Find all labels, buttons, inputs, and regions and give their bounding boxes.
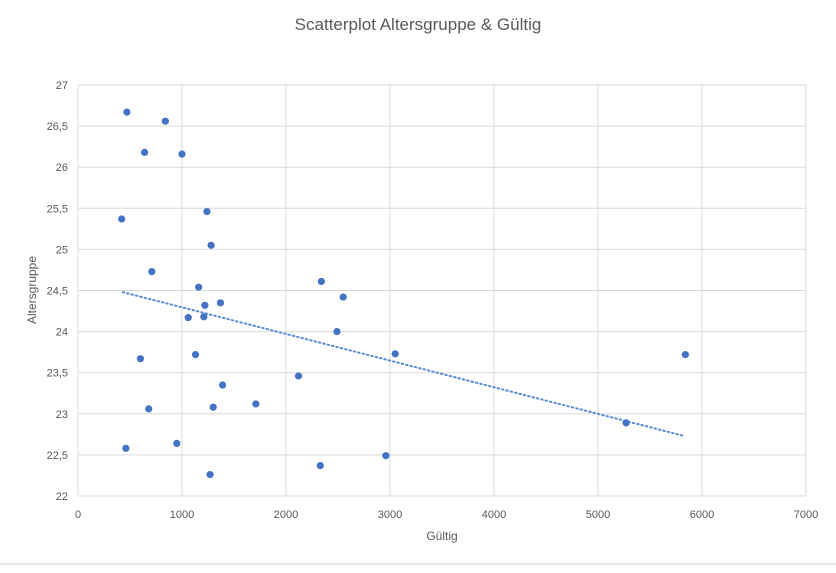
x-tick-label: 6000 [690,509,714,521]
data-point [195,283,203,291]
grid-layer [77,84,807,497]
x-tick-label: 7000 [794,509,818,521]
data-point [203,207,211,216]
data-point [145,405,153,413]
data-point [316,461,324,470]
y-tick-label: 27 [56,80,68,92]
data-point [136,355,144,363]
y-tick-label: 25 [56,244,68,256]
data-point [333,328,341,336]
y-tick-label: 23,5 [47,368,68,380]
data-point [201,301,209,309]
chart-title: Scatterplot Altersgruppe & Gültig [295,15,542,34]
y-tick-label: 25,5 [47,203,68,215]
data-point [122,444,130,452]
y-tick-label: 22 [56,491,68,503]
data-points [118,108,689,479]
trendline [121,291,686,437]
y-tick-label: 23 [56,409,68,421]
data-point [622,419,630,427]
data-point [161,117,169,125]
data-point [191,351,200,359]
data-point [123,108,131,116]
data-point [391,350,399,358]
trendline-layer [121,291,686,437]
y-tick-label: 26 [56,162,68,174]
data-point [173,439,181,447]
y-axis-label: Altersgruppe [25,256,39,324]
y-tick-label: 26,5 [47,121,68,133]
data-point [209,403,217,411]
data-point [218,381,227,389]
data-point [206,471,214,479]
data-point [382,452,390,460]
x-tick-label: 3000 [378,509,402,521]
data-point [216,299,225,307]
data-point [140,148,149,157]
data-point [252,400,260,408]
data-point [200,313,208,321]
y-tick-label: 24 [56,327,68,339]
data-point [207,241,215,249]
x-axis-label: Gültig [426,529,457,543]
y-tick-label: 22,5 [47,450,68,462]
data-point [317,277,325,286]
data-point [681,351,689,359]
x-tick-label: 5000 [586,509,610,521]
data-point [339,293,347,301]
data-point [178,150,186,158]
data-point [148,267,156,276]
x-tick-label: 4000 [482,509,506,521]
data-point [294,372,303,380]
data-point [118,215,126,223]
y-tick-label: 24,5 [47,286,68,298]
x-tick-label: 0 [75,509,81,521]
data-point [184,314,192,322]
tick-labels: 22 22,5 23 23,5 24 24,5 25 25,5 26 26,5 27 0 1000 200… [47,80,819,521]
x-tick-label: 2000 [274,509,298,521]
x-tick-label: 1000 [170,509,194,521]
